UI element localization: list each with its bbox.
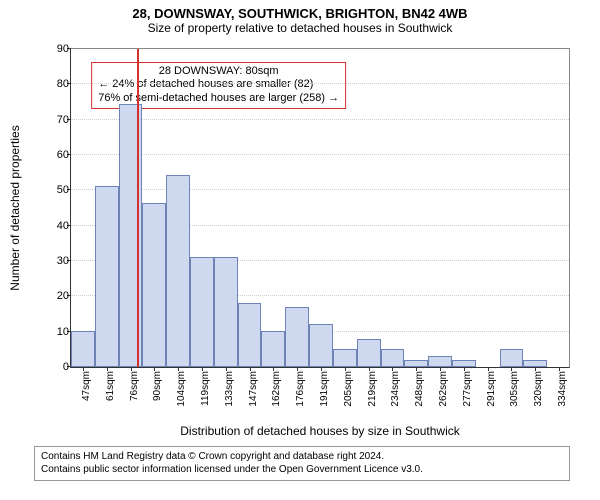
plot-area: 28 DOWNSWAY: 80sqm ← 24% of detached hou… [70, 48, 570, 368]
histogram-bar [285, 307, 309, 367]
xtick-label: 305sqm [509, 371, 520, 407]
xtick-label: 205sqm [343, 371, 354, 407]
attribution-line-1: Contains HM Land Registry data © Crown c… [41, 451, 563, 464]
y-axis-title: Number of detached properties [8, 125, 22, 290]
reference-line [137, 49, 139, 367]
histogram-bar [333, 349, 357, 367]
histogram-bar [309, 324, 333, 367]
annotation-line-1: 28 DOWNSWAY: 80sqm [98, 65, 339, 79]
histogram-bar [214, 257, 238, 367]
xtick-label: 119sqm [200, 371, 211, 406]
x-axis-title: Distribution of detached houses by size … [70, 424, 570, 438]
xtick-label: 191sqm [319, 371, 330, 407]
histogram-bar [357, 339, 381, 367]
xtick-label: 61sqm [105, 371, 116, 401]
attribution-box: Contains HM Land Registry data © Crown c… [34, 446, 570, 481]
histogram-bar [190, 257, 214, 367]
gridline-h [71, 119, 569, 120]
xtick-label: 147sqm [248, 371, 259, 407]
attribution-line-2: Contains public sector information licen… [41, 464, 563, 477]
histogram-bar [261, 331, 285, 367]
chart-container: 28, DOWNSWAY, SOUTHWICK, BRIGHTON, BN42 … [0, 0, 600, 500]
xtick-label: 133sqm [224, 371, 235, 407]
ytick-label: 60 [57, 149, 71, 161]
ytick-label: 40 [57, 220, 71, 232]
xtick-label: 248sqm [414, 371, 425, 407]
gridline-h [71, 154, 569, 155]
histogram-bar [523, 360, 547, 367]
xtick-label: 219sqm [367, 371, 378, 407]
ytick-label: 70 [57, 114, 71, 126]
histogram-bar [95, 186, 119, 367]
ytick-label: 30 [57, 255, 71, 267]
xtick-label: 320sqm [533, 371, 544, 407]
xtick-label: 176sqm [295, 371, 306, 407]
xtick-label: 262sqm [438, 371, 449, 407]
ytick-label: 10 [57, 326, 71, 338]
histogram-bar [238, 303, 262, 367]
xtick-label: 277sqm [462, 371, 473, 407]
histogram-bar [404, 360, 428, 367]
gridline-h [71, 83, 569, 84]
ytick-label: 80 [57, 78, 71, 90]
ytick-label: 50 [57, 184, 71, 196]
xtick-label: 334sqm [557, 371, 568, 407]
ytick-label: 90 [57, 43, 71, 55]
xtick-label: 104sqm [176, 371, 187, 407]
xtick-label: 234sqm [390, 371, 401, 407]
histogram-bar [71, 331, 95, 367]
gridline-h [71, 189, 569, 190]
xtick-label: 162sqm [271, 371, 282, 407]
histogram-bar [166, 175, 190, 367]
chart-title: 28, DOWNSWAY, SOUTHWICK, BRIGHTON, BN42 … [0, 0, 600, 21]
histogram-bar [452, 360, 476, 367]
histogram-bar [500, 349, 524, 367]
histogram-bar [381, 349, 405, 367]
ytick-label: 0 [63, 361, 71, 373]
xtick-label: 291sqm [486, 371, 497, 407]
xtick-label: 90sqm [152, 371, 163, 401]
xtick-label: 76sqm [129, 371, 140, 401]
xtick-label: 47sqm [81, 371, 92, 401]
histogram-bar [428, 356, 452, 367]
ytick-label: 20 [57, 290, 71, 302]
chart-subtitle: Size of property relative to detached ho… [0, 21, 600, 35]
histogram-bar [142, 203, 166, 367]
annotation-line-2: ← 24% of detached houses are smaller (82… [98, 78, 339, 92]
annotation-box: 28 DOWNSWAY: 80sqm ← 24% of detached hou… [91, 62, 346, 109]
